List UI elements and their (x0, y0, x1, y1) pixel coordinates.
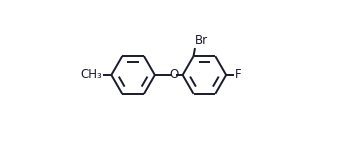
Text: O: O (169, 69, 178, 81)
Text: F: F (234, 69, 241, 81)
Text: CH₃: CH₃ (81, 69, 103, 81)
Text: Br: Br (195, 34, 208, 47)
